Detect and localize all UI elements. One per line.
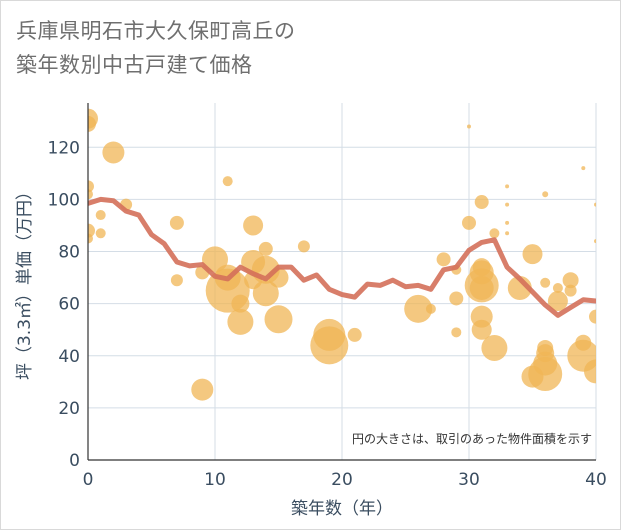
bubble-point bbox=[88, 115, 96, 132]
bubble-point bbox=[505, 220, 510, 225]
bubble-point bbox=[562, 272, 579, 289]
bubble-point bbox=[505, 231, 510, 236]
bubble-point bbox=[547, 291, 568, 312]
bubble-point bbox=[222, 176, 233, 187]
bubble-point bbox=[471, 319, 492, 340]
bubble-point bbox=[231, 294, 250, 313]
bubble-point bbox=[467, 124, 471, 129]
bubble-point bbox=[425, 303, 436, 314]
y-tick-label: 120 bbox=[48, 138, 80, 158]
bubble-point bbox=[252, 280, 279, 307]
bubble-point bbox=[202, 246, 228, 273]
x-tick-label: 10 bbox=[204, 470, 226, 490]
bubble-point bbox=[474, 195, 489, 210]
bubble-point bbox=[347, 327, 362, 342]
bubble-point bbox=[169, 215, 184, 230]
bubble-point bbox=[436, 252, 451, 267]
bubble-point bbox=[584, 359, 596, 384]
bubble-point bbox=[540, 277, 551, 288]
bubble-point bbox=[88, 233, 93, 244]
bubble-point bbox=[489, 228, 500, 239]
bubble-point bbox=[404, 294, 433, 323]
bubble-point bbox=[310, 326, 349, 365]
y-tick-label: 60 bbox=[58, 295, 80, 315]
bubble-point bbox=[227, 308, 254, 335]
bubble-point bbox=[581, 166, 586, 171]
bubble-point bbox=[95, 210, 106, 221]
y-tick-label: 100 bbox=[48, 190, 80, 210]
x-tick-label: 40 bbox=[585, 470, 607, 490]
bubble-point bbox=[170, 274, 183, 287]
chart-title: 兵庫県明石市大久保町高丘の 築年数別中古戸建て価格 bbox=[16, 19, 296, 77]
x-tick-label: 20 bbox=[331, 470, 353, 490]
size-note: 円の大きさは、取引のあった物件面積を示す bbox=[352, 431, 592, 446]
average-price-line bbox=[88, 196, 596, 318]
bubble-point bbox=[564, 284, 577, 297]
bubble-point bbox=[552, 283, 563, 294]
bubble-point bbox=[469, 276, 494, 301]
bubble-point bbox=[462, 215, 476, 230]
bubble-point bbox=[102, 141, 125, 164]
bubble-point bbox=[542, 191, 549, 198]
bubble-point bbox=[594, 202, 596, 207]
bubble-point bbox=[522, 244, 543, 265]
bubble-point bbox=[528, 357, 563, 392]
bubble-point bbox=[451, 327, 462, 338]
bubble-point bbox=[481, 334, 508, 361]
bubbles bbox=[88, 108, 596, 401]
bubble-point bbox=[505, 184, 510, 189]
y-tick-label: 20 bbox=[58, 399, 80, 419]
bubble-point bbox=[449, 291, 464, 306]
bubble-point bbox=[505, 202, 510, 207]
bubble-point bbox=[88, 180, 94, 193]
y-tick-label: 40 bbox=[58, 347, 80, 367]
bubble-point bbox=[191, 378, 214, 401]
y-tick-label: 80 bbox=[58, 243, 80, 263]
x-tick-label: 30 bbox=[458, 470, 480, 490]
x-axis-title: 築年数（年） bbox=[291, 499, 393, 519]
bubble-point bbox=[88, 189, 93, 200]
y-tick-label: 0 bbox=[69, 451, 80, 471]
bubble-point bbox=[589, 309, 596, 324]
bubble-point bbox=[95, 228, 106, 239]
bubble-point bbox=[594, 239, 596, 244]
bubble-point bbox=[243, 215, 264, 236]
y-axis-title: 坪（3.3㎡）単価（万円） bbox=[15, 183, 35, 380]
x-tick-label: 0 bbox=[83, 470, 94, 490]
bubble-point bbox=[297, 240, 310, 253]
bubble-point bbox=[264, 305, 293, 334]
bubble-point bbox=[258, 241, 273, 256]
